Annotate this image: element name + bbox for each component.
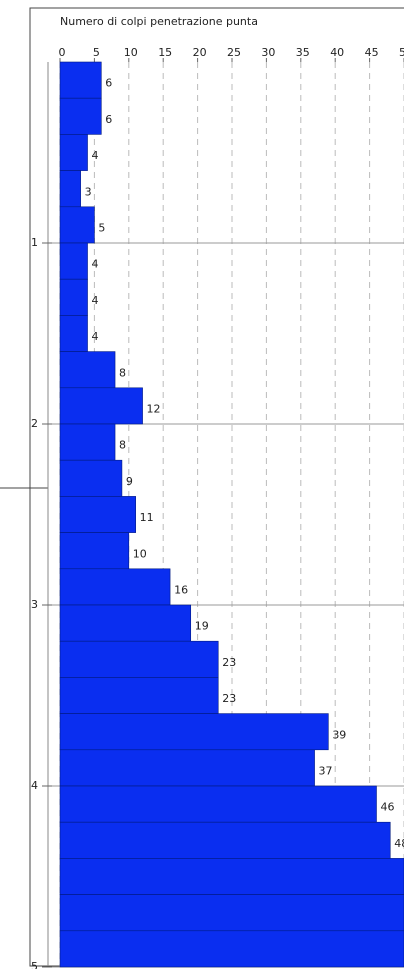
bar bbox=[59, 713, 329, 751]
value-label: 23 bbox=[222, 656, 236, 669]
value-label: 5 bbox=[98, 222, 105, 235]
bar bbox=[59, 134, 88, 171]
value-label: 3 bbox=[85, 185, 92, 198]
x-tick-label: 30 bbox=[261, 46, 275, 59]
bar bbox=[59, 568, 171, 606]
value-label: 4 bbox=[92, 149, 99, 162]
value-label: 10 bbox=[133, 547, 147, 560]
y-tick-label: 5 bbox=[31, 960, 38, 969]
value-label: 37 bbox=[319, 765, 333, 778]
bar bbox=[59, 61, 102, 99]
x-tick-label: 35 bbox=[296, 46, 310, 59]
bar bbox=[59, 640, 219, 678]
x-tick-label: 40 bbox=[330, 46, 344, 59]
bar bbox=[59, 170, 81, 208]
bar bbox=[59, 532, 130, 570]
bar bbox=[59, 423, 116, 461]
value-label: 4 bbox=[92, 330, 99, 343]
bar bbox=[59, 206, 95, 244]
x-tick-label: 25 bbox=[227, 46, 241, 59]
value-label: 6 bbox=[105, 113, 112, 126]
value-label: 39 bbox=[332, 728, 346, 741]
bar bbox=[59, 894, 404, 932]
value-label: 46 bbox=[380, 801, 394, 814]
y-tick-label: 3 bbox=[31, 598, 38, 611]
value-label: 8 bbox=[119, 366, 126, 379]
bar bbox=[59, 677, 219, 714]
value-label: 9 bbox=[126, 475, 133, 488]
bar bbox=[59, 604, 192, 642]
bar bbox=[59, 242, 88, 280]
y-tick-label: 2 bbox=[31, 417, 38, 430]
value-label: 16 bbox=[174, 584, 188, 597]
bar bbox=[59, 930, 404, 968]
axis-title: Numero di colpi penetrazione punta bbox=[60, 15, 258, 28]
value-label: 12 bbox=[147, 403, 161, 416]
bar bbox=[59, 459, 123, 497]
x-tick-label: 15 bbox=[158, 46, 172, 59]
x-tick-label: 50 bbox=[399, 46, 404, 59]
bar bbox=[59, 387, 143, 425]
x-tick-label: 0 bbox=[59, 46, 66, 59]
value-label: 11 bbox=[140, 511, 154, 524]
bar bbox=[59, 496, 136, 533]
value-label: 23 bbox=[222, 692, 236, 705]
bar bbox=[59, 821, 391, 859]
value-label: 48 bbox=[394, 837, 404, 850]
y-tick-label: 4 bbox=[31, 779, 38, 792]
x-tick-label: 5 bbox=[93, 46, 100, 59]
bar bbox=[59, 785, 377, 823]
bar bbox=[59, 315, 88, 352]
value-label: 4 bbox=[92, 294, 99, 307]
bar bbox=[59, 97, 102, 135]
x-tick-label: 20 bbox=[193, 46, 207, 59]
x-tick-label: 10 bbox=[124, 46, 138, 59]
bar bbox=[59, 749, 315, 787]
value-label: 19 bbox=[195, 620, 209, 633]
value-label: 6 bbox=[105, 77, 112, 90]
bar bbox=[59, 858, 404, 895]
value-label: 8 bbox=[119, 439, 126, 452]
value-label: 4 bbox=[92, 258, 99, 271]
bar bbox=[59, 278, 88, 316]
y-tick-label: 1 bbox=[31, 236, 38, 249]
bar bbox=[59, 351, 116, 389]
x-tick-label: 45 bbox=[365, 46, 379, 59]
